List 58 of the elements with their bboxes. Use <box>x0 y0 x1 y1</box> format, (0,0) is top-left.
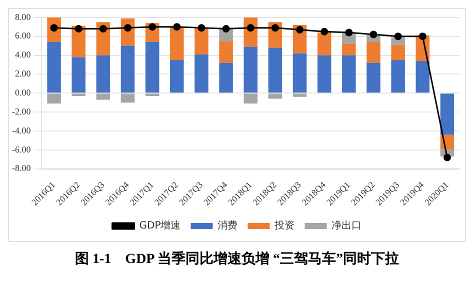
point <box>173 23 181 31</box>
point <box>271 24 279 32</box>
point <box>99 25 107 33</box>
bar <box>244 46 258 93</box>
bar <box>391 44 405 60</box>
y-tick-label: -4.00 <box>12 125 32 136</box>
bar <box>120 94 135 103</box>
bar <box>342 44 356 56</box>
point <box>418 32 426 40</box>
bar <box>120 46 135 93</box>
bar <box>170 26 184 60</box>
point <box>74 25 82 33</box>
bar <box>416 60 430 93</box>
bar <box>292 53 307 93</box>
bar <box>268 48 282 93</box>
point <box>222 25 230 33</box>
legend-label: 净出口 <box>332 220 362 232</box>
text: 图 1-1 GDP 当季同比增速负增 “三驾马车”同时下拉 <box>74 250 400 268</box>
point <box>370 30 378 38</box>
y-tick-label: -2.00 <box>12 106 32 116</box>
bar <box>292 94 307 97</box>
bar <box>342 55 356 93</box>
point <box>443 154 451 162</box>
y-tick-label: 0.00 <box>14 87 32 98</box>
y-tick-label: 6.00 <box>14 30 32 41</box>
point <box>198 24 206 32</box>
point <box>394 32 402 40</box>
legend-label: GDP增速 <box>139 220 181 232</box>
bar <box>391 60 405 93</box>
bar <box>96 55 110 93</box>
bar <box>145 42 160 93</box>
bar <box>47 94 61 104</box>
bar <box>366 42 380 63</box>
y-tick-label: 2.00 <box>14 68 32 79</box>
y-tick-label: 8.00 <box>14 12 32 22</box>
y-tick-label: -6.00 <box>12 144 32 154</box>
bar <box>194 54 208 93</box>
bar <box>219 62 233 93</box>
bar <box>72 57 86 93</box>
bar <box>47 42 61 93</box>
bar <box>268 94 282 99</box>
bar <box>317 32 332 56</box>
bar <box>440 94 454 135</box>
point <box>148 23 156 31</box>
bar <box>244 94 258 104</box>
bar <box>194 28 208 54</box>
legend-label: 投资 <box>274 220 295 232</box>
bar <box>170 60 184 93</box>
point <box>296 26 304 34</box>
point <box>320 28 328 36</box>
bar <box>317 55 332 93</box>
y-tick-label: 4.00 <box>14 50 32 60</box>
legend-label: 消费 <box>218 220 238 232</box>
point <box>345 28 353 36</box>
y-tick-label: -8.00 <box>12 163 32 174</box>
bar <box>219 41 233 63</box>
bar <box>366 62 380 93</box>
bar <box>96 94 110 100</box>
